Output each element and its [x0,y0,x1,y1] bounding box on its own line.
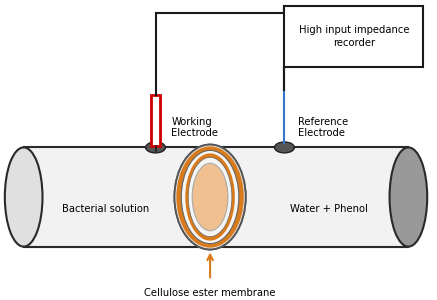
Text: Water + Phenol: Water + Phenol [290,204,368,214]
Ellipse shape [185,153,235,241]
Text: High input impedance
recorder: High input impedance recorder [298,25,409,48]
Ellipse shape [188,158,232,237]
Ellipse shape [146,142,166,153]
Ellipse shape [174,145,246,250]
Ellipse shape [274,142,295,153]
Text: Bacterial solution: Bacterial solution [62,204,149,214]
Ellipse shape [5,147,42,247]
Ellipse shape [192,163,228,231]
Text: Working
Electrode: Working Electrode [171,117,218,138]
Text: Cellulose ester membrane: Cellulose ester membrane [144,288,276,298]
Ellipse shape [389,147,427,247]
Bar [284,6,423,67]
Ellipse shape [181,150,239,244]
Text: Reference
Electrode: Reference Electrode [298,117,349,138]
Bar [151,95,160,146]
Ellipse shape [177,146,244,248]
